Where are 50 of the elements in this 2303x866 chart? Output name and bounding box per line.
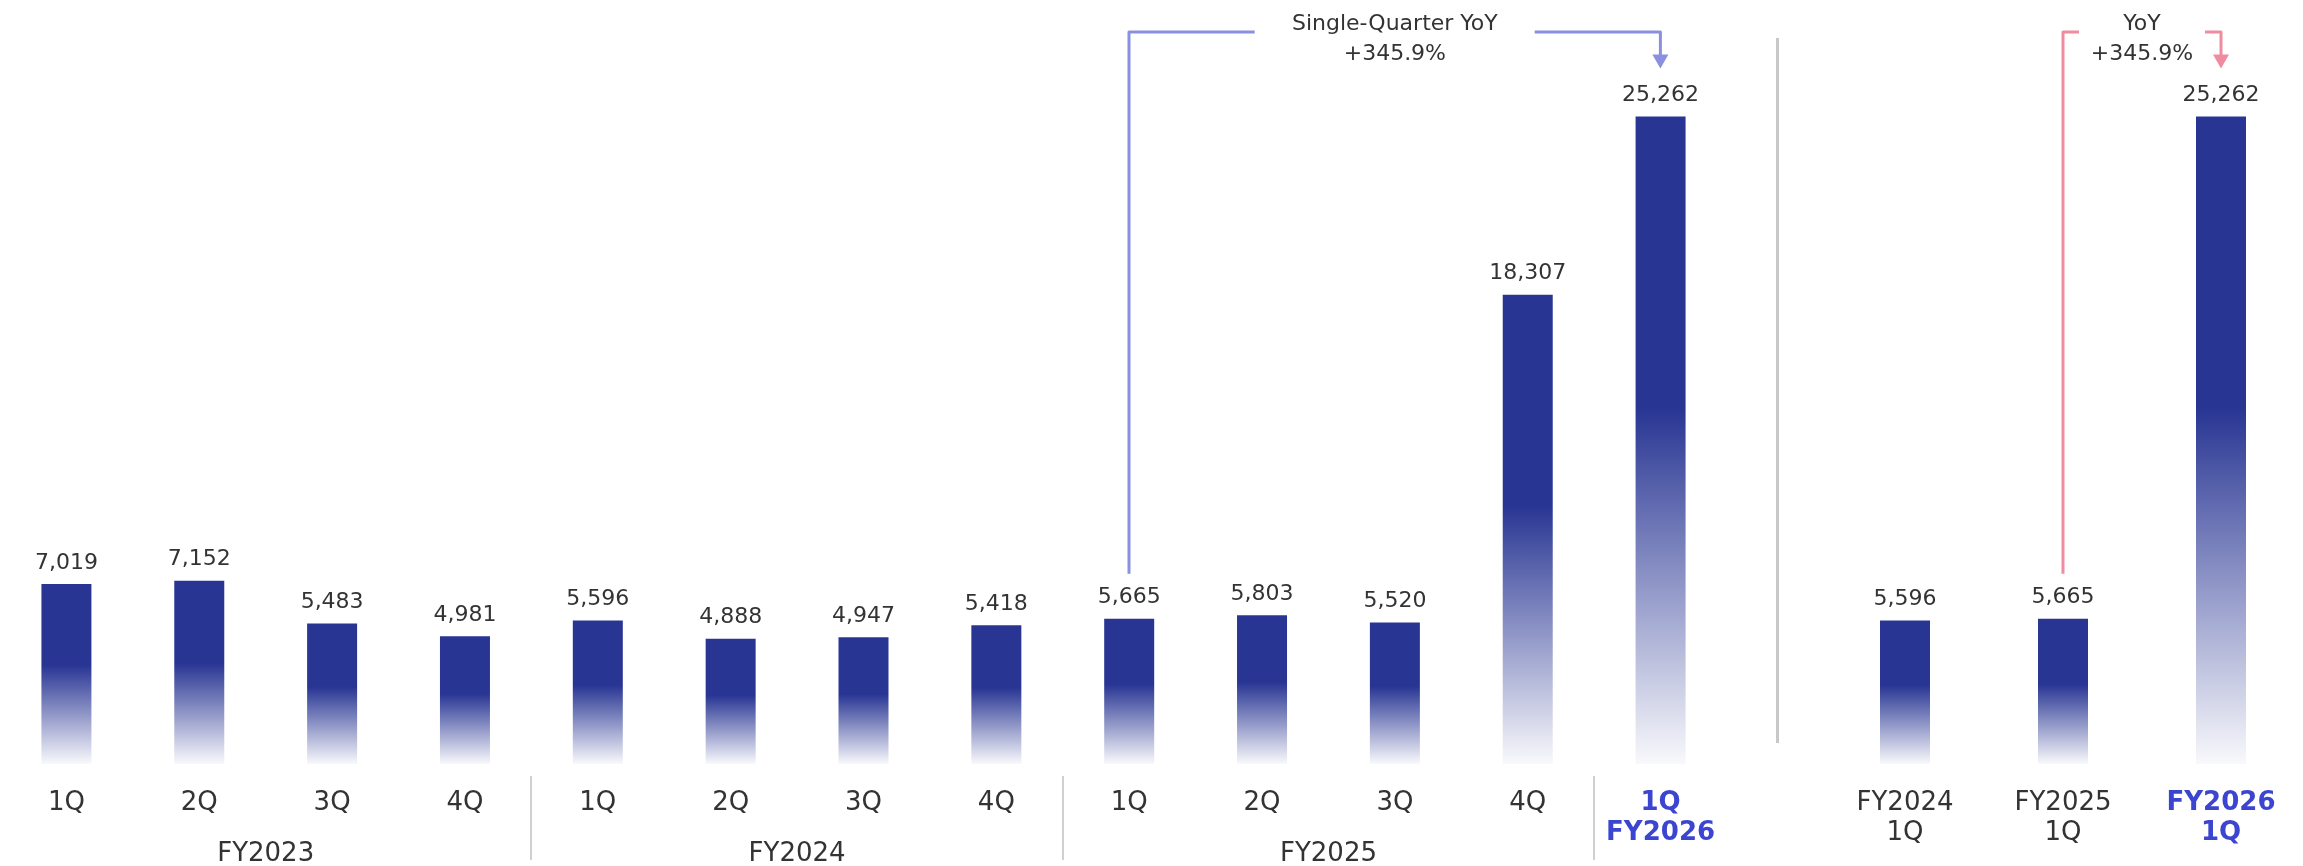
- data-label: 5,596: [566, 585, 630, 611]
- data-label: 25,262: [2182, 81, 2260, 107]
- data-label: 4,947: [832, 601, 895, 627]
- data-label: 5,596: [1873, 585, 1937, 611]
- data-label: 7,019: [34, 548, 98, 574]
- bar: [572, 620, 623, 764]
- x-tick-label: 3Q: [313, 786, 351, 816]
- x-tick-label: FY2025 1Q: [2014, 786, 2112, 846]
- x-tick-label: 3Q: [1376, 786, 1414, 816]
- text: FY2024: [748, 837, 846, 866]
- data-label: 25,262: [1622, 81, 1700, 107]
- data-label: 5,803: [1230, 579, 1294, 605]
- text: FY2025: [1279, 837, 1377, 866]
- data-label: 5,520: [1363, 587, 1427, 613]
- text: YoY +345.9%: [2089, 9, 2195, 67]
- x-tick-label: 4Q: [977, 786, 1015, 816]
- x-tick-label: 2Q: [180, 786, 218, 816]
- x-tick-label: 3Q: [844, 786, 883, 816]
- x-tick-label: 4Q: [446, 786, 484, 816]
- x-tick-label: 4Q: [1509, 786, 1547, 816]
- data-label: 4,888: [699, 603, 763, 629]
- x-tick-label: 1Q: [47, 786, 85, 816]
- x-tick-label: 2Q: [1243, 786, 1281, 816]
- data-label: 5,483: [300, 587, 364, 613]
- x-tick-label: 2Q: [712, 786, 750, 816]
- bar: [1502, 294, 1553, 764]
- bar: [1104, 618, 1155, 764]
- x-tick-label: FY2026 1Q: [2166, 786, 2276, 846]
- data-label: 5,665: [2031, 583, 2095, 609]
- bar: [1237, 615, 1288, 764]
- text: FY2023: [217, 837, 315, 866]
- data-label: 18,307: [1489, 259, 1567, 285]
- bar: [307, 623, 358, 764]
- data-label: 7,152: [167, 545, 231, 571]
- bar: [439, 636, 490, 764]
- data-label: 5,418: [964, 589, 1028, 615]
- bar: [1635, 116, 1686, 764]
- bar: [838, 637, 889, 764]
- text: Single-Quarter YoY +345.9%: [1291, 9, 1499, 67]
- x-tick-label: 1Q: [579, 786, 617, 816]
- x-tick-label: 1Q: [1110, 786, 1148, 816]
- bar: [705, 638, 756, 764]
- data-label: 4,981: [433, 600, 497, 626]
- bar: [174, 580, 225, 764]
- x-tick-label: 1Q FY2026: [1606, 786, 1716, 846]
- x-tick-label: FY2024 1Q: [1856, 786, 1954, 846]
- bar: [971, 625, 1022, 764]
- data-label: 5,665: [1097, 583, 1161, 609]
- bar: [41, 584, 92, 764]
- bar: [1369, 622, 1420, 764]
